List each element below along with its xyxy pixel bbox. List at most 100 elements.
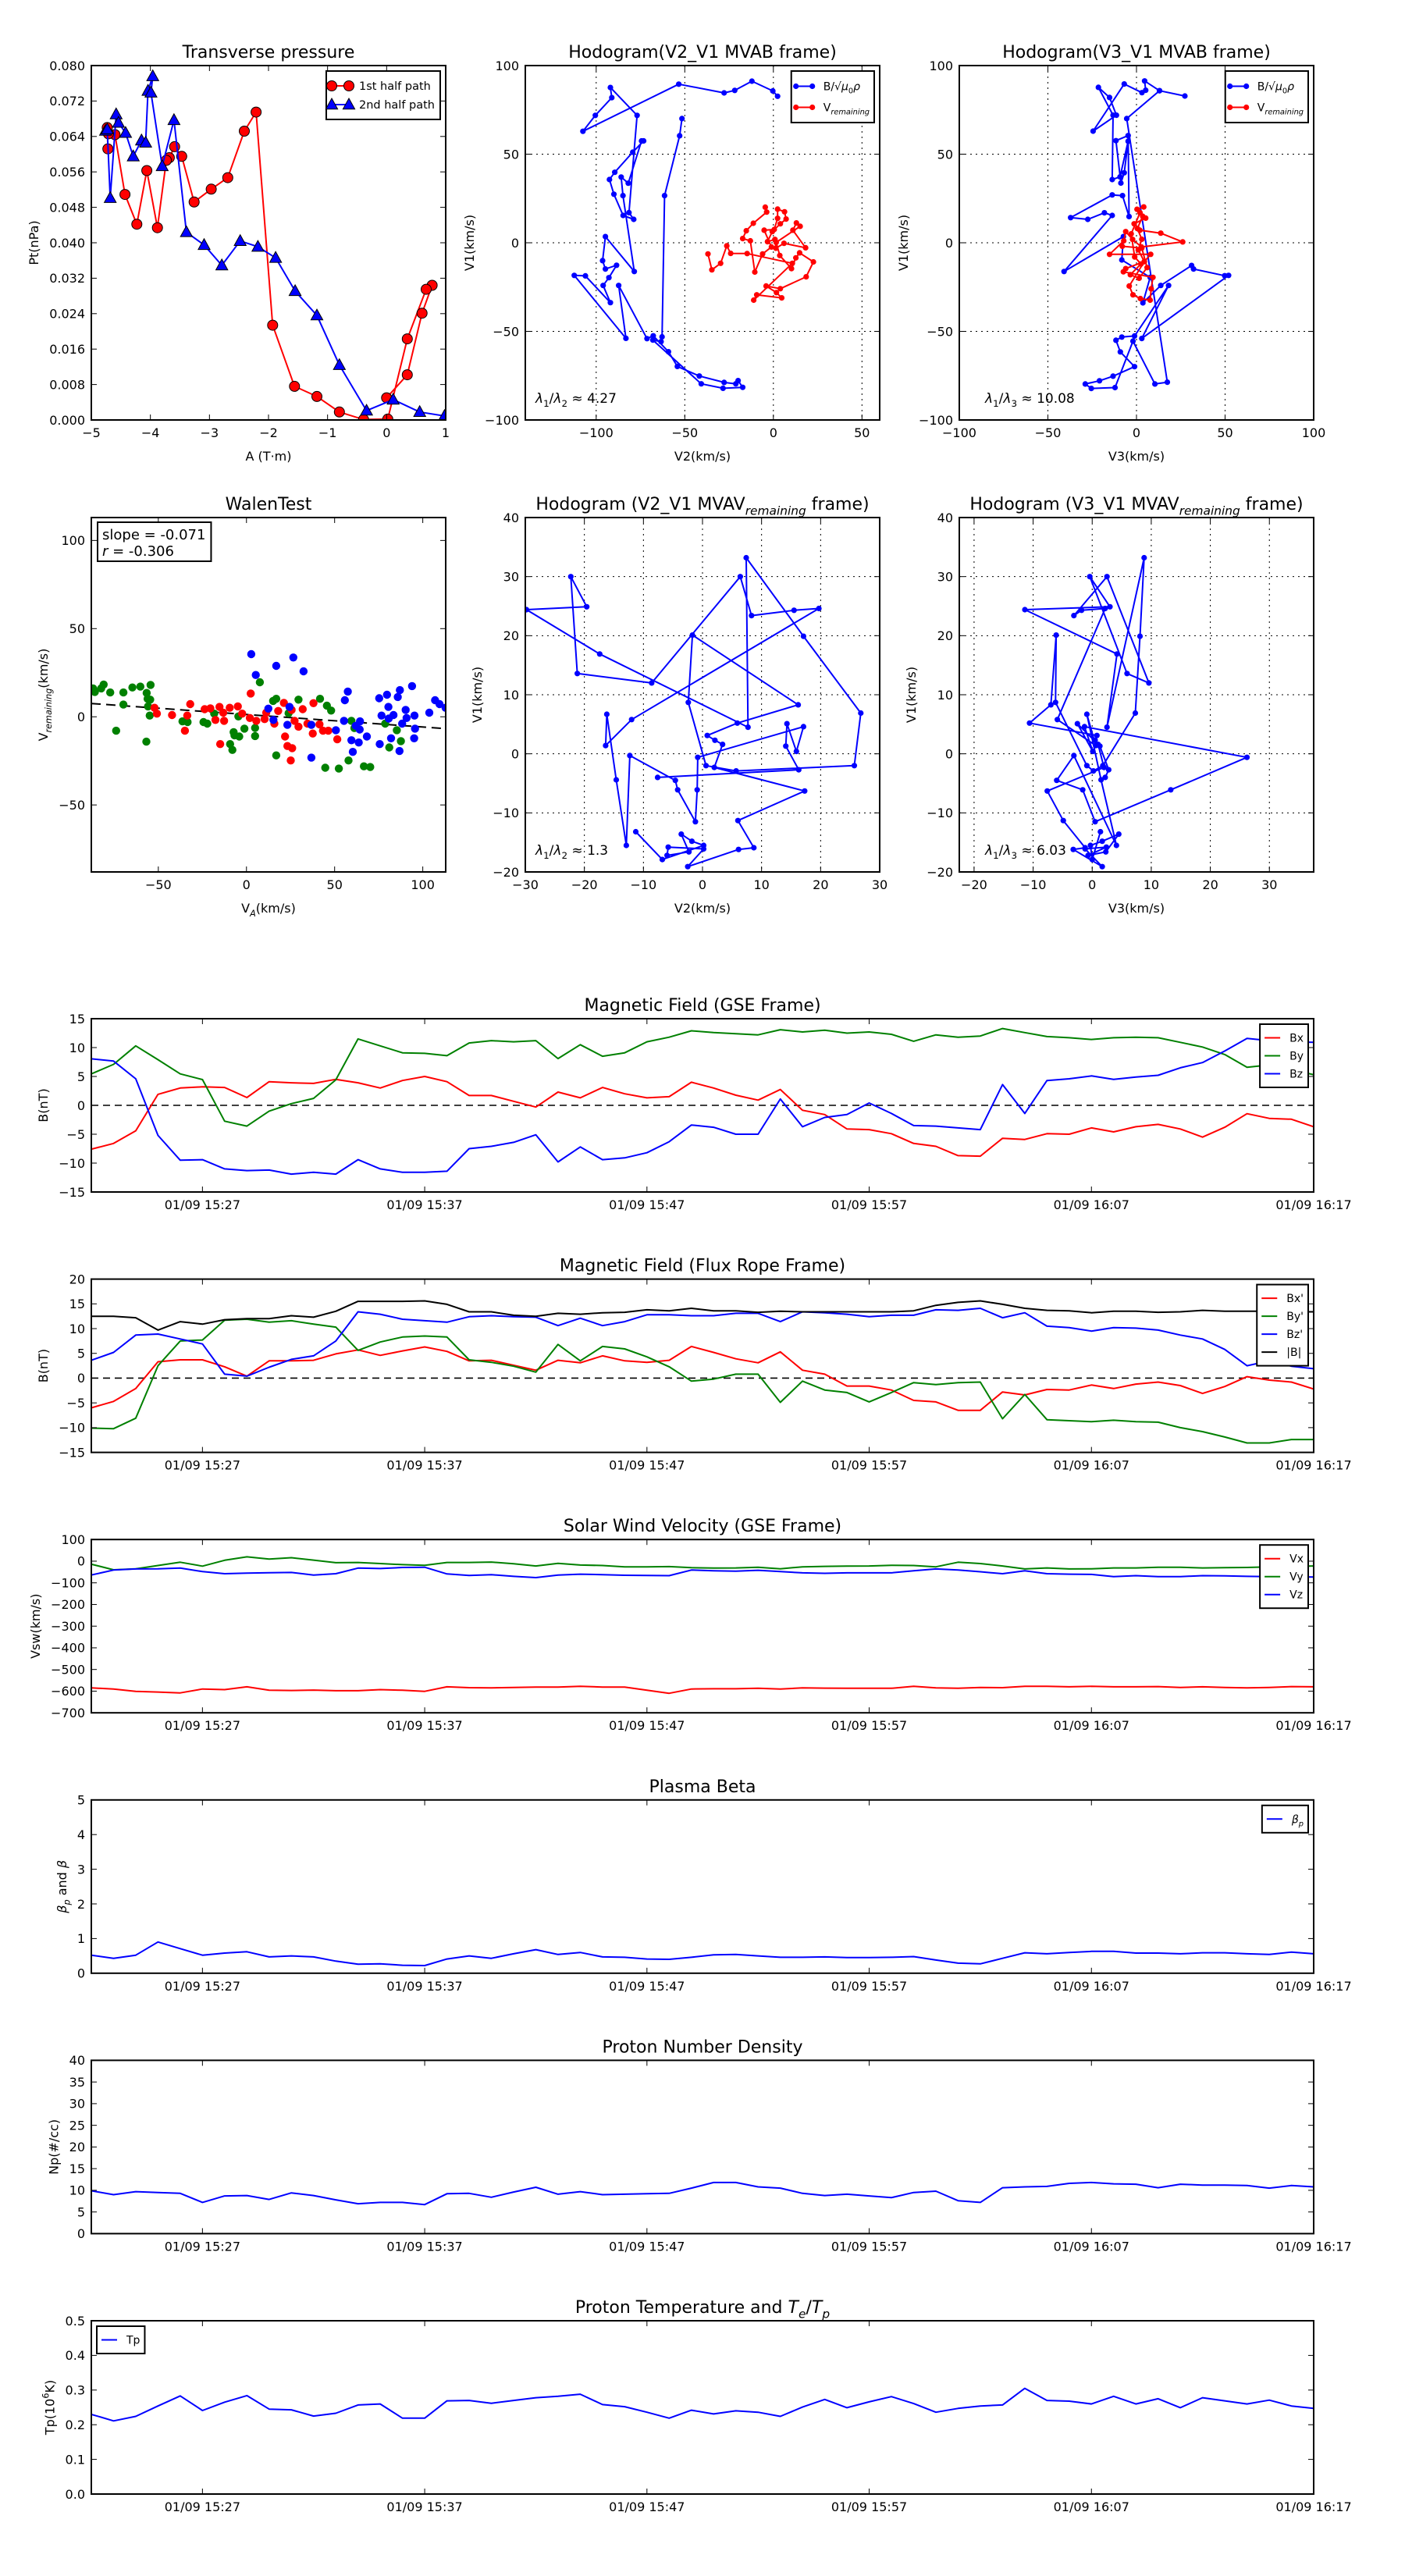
x-tick-label: 01/09 15:47 xyxy=(609,1718,685,1733)
data-point xyxy=(796,250,802,256)
x-tick-label: 01/09 15:37 xyxy=(386,1458,462,1473)
text-part: p xyxy=(821,2307,830,2322)
y-tick-label: 10 xyxy=(503,688,519,703)
data-point xyxy=(1144,265,1151,271)
legend-label: Vremaining xyxy=(823,102,870,117)
data-point xyxy=(696,373,702,379)
data-point xyxy=(1129,237,1136,243)
data-point-triangle xyxy=(438,408,446,420)
data-series xyxy=(247,649,446,762)
data-point xyxy=(1090,768,1097,774)
data-point xyxy=(289,653,297,662)
proton-temperature-chart: 01/09 15:27 01/09 15:37 01/09 15:47 01/09 1… xyxy=(41,2298,1351,2514)
y-tick-label: 100 xyxy=(61,1532,85,1547)
y-tick-label: −50 xyxy=(927,324,953,339)
data-point xyxy=(1119,193,1126,199)
data-point-triangle xyxy=(360,404,374,416)
y-tick-label: 40 xyxy=(69,2053,85,2068)
data-point xyxy=(279,699,288,707)
data-point xyxy=(289,380,301,392)
data-point-triangle xyxy=(146,69,160,81)
data-point xyxy=(267,319,279,331)
data-point xyxy=(1147,297,1154,304)
data-point xyxy=(119,700,128,709)
data-point xyxy=(264,704,272,713)
data-point xyxy=(735,846,742,852)
chart-title: Hodogram (V2_V1 MVAVremaining frame) xyxy=(535,495,869,518)
y-tick-label: 2 xyxy=(77,1897,85,1912)
text-part: V xyxy=(241,901,250,916)
data-point xyxy=(717,260,724,266)
data-point xyxy=(1092,819,1098,825)
text-part: μ xyxy=(1275,81,1282,94)
data-point xyxy=(1182,93,1188,99)
data-point xyxy=(1070,846,1076,852)
data-point xyxy=(260,715,269,724)
text-part: slope = -0.071 xyxy=(102,527,205,543)
x-tick-label: 01/09 15:37 xyxy=(386,1197,462,1212)
data-point-triangle xyxy=(167,112,181,126)
text-part: 1 xyxy=(993,850,999,861)
data-point xyxy=(315,720,324,729)
data-point xyxy=(343,687,352,696)
data-point xyxy=(711,764,717,770)
data-point xyxy=(240,724,249,733)
data-point xyxy=(659,333,665,340)
chart-title: Magnetic Field (Flux Rope Frame) xyxy=(560,1257,845,1276)
data-point xyxy=(299,667,308,676)
data-point xyxy=(1136,633,1144,639)
x-tick-label: −10 xyxy=(630,877,656,892)
solar-wind-velocity-chart: 01/09 15:27 01/09 15:37 01/09 15:47 01/09 1… xyxy=(28,1517,1352,1733)
data-point xyxy=(307,720,316,729)
data-point xyxy=(411,724,419,733)
data-point xyxy=(685,699,692,706)
series-line xyxy=(91,1318,1314,1444)
data-point xyxy=(749,78,755,84)
x-tick-label: 01/09 16:07 xyxy=(1054,2500,1129,2514)
data-point xyxy=(800,724,806,730)
x-tick-label: 100 xyxy=(1302,425,1326,440)
data-point xyxy=(1071,753,1077,759)
data-point xyxy=(145,711,154,720)
x-tick-label: 30 xyxy=(1261,877,1277,892)
data-point xyxy=(1022,607,1028,613)
data-point xyxy=(659,856,666,863)
text-part: μ xyxy=(841,81,848,94)
x-tick-label: −3 xyxy=(201,425,219,440)
plot-area xyxy=(91,1556,1314,1695)
x-tick-label: 1 xyxy=(442,425,450,440)
data-point xyxy=(1136,275,1142,281)
text-part: ≈ 1.3 xyxy=(567,843,608,859)
y-axis-label: Tp(106K) xyxy=(41,2380,57,2435)
data-point xyxy=(743,228,749,234)
text-part: ≈ 4.27 xyxy=(567,391,617,407)
data-series xyxy=(91,1318,1314,1444)
y-tick-label: 0.064 xyxy=(49,130,85,144)
data-point xyxy=(1119,334,1125,340)
x-tick-label: 01/09 15:27 xyxy=(165,1979,240,1994)
data-series xyxy=(98,69,446,420)
y-tick-label: 0 xyxy=(77,1371,85,1386)
data-point xyxy=(1054,777,1060,784)
x-tick-label: 0 xyxy=(382,425,390,440)
legend-entry: Vx xyxy=(1264,1553,1304,1566)
data-point xyxy=(1090,749,1096,755)
hodogram-v3-v1-mvav-chart: −20 −10 0 10 20 30 −20 −10 0 10 20 30 40 Hodogram (V3… xyxy=(904,495,1314,916)
data-point xyxy=(762,204,769,210)
data-point xyxy=(375,694,383,703)
y-tick-label: 100 xyxy=(929,59,953,73)
data-point xyxy=(628,717,635,723)
text-part: r xyxy=(102,543,109,560)
legend: B/√μ0ρ Vremaining xyxy=(790,70,875,123)
legend: 1st half path 2nd half path xyxy=(325,70,441,120)
data-series xyxy=(571,78,781,391)
x-axis-label: V2(km/s) xyxy=(674,449,731,464)
data-point xyxy=(626,209,632,215)
data-point xyxy=(727,251,734,257)
data-point xyxy=(226,703,234,712)
data-point xyxy=(1139,245,1145,251)
data-point xyxy=(219,717,229,725)
data-point xyxy=(1146,680,1152,686)
data-point xyxy=(571,272,578,279)
